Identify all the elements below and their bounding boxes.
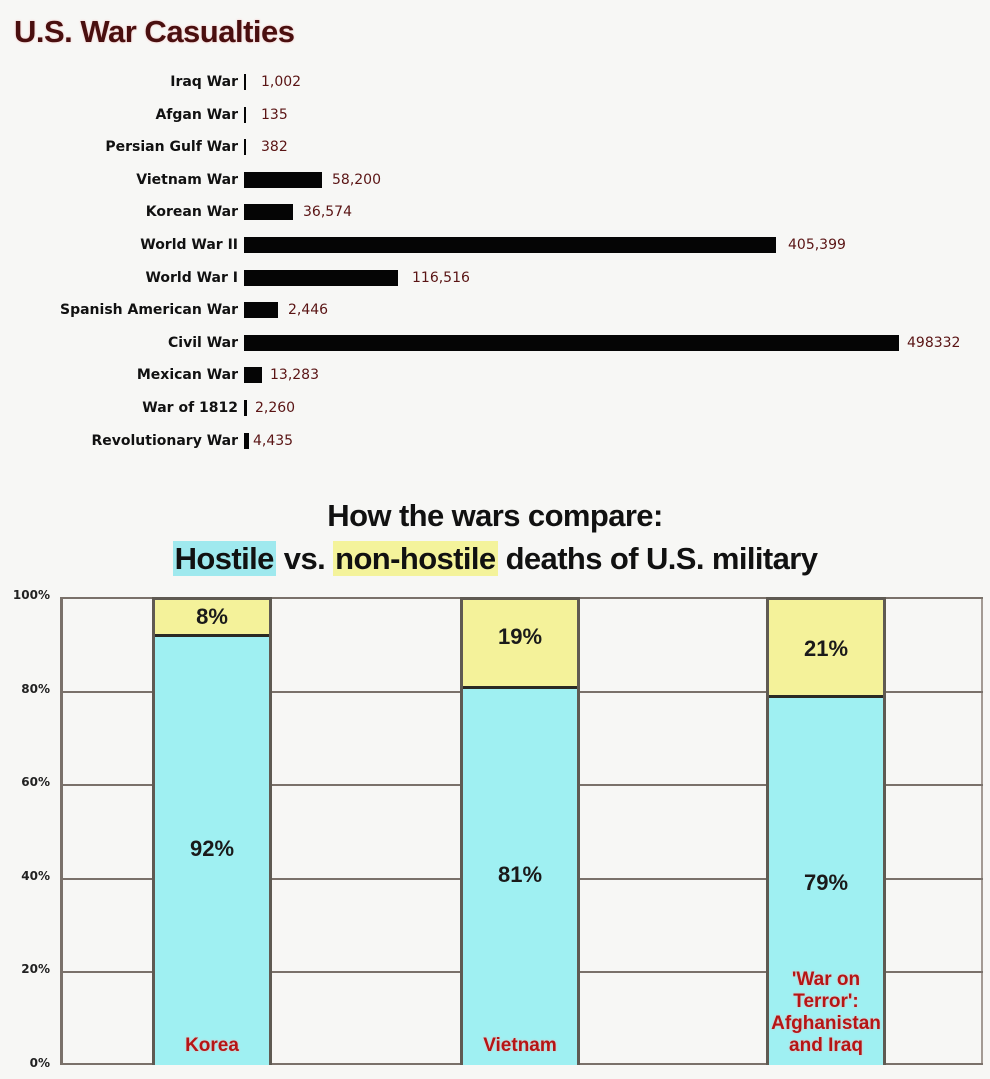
casualty-bar (244, 204, 293, 221)
nonhostile-percent: 21% (803, 636, 849, 661)
casualty-bar (244, 400, 247, 416)
casualty-row: Iraq War 1,002 (0, 71, 990, 93)
casualty-row: Vietnam War 58,200 (0, 169, 990, 191)
casualty-value: 116,516 (412, 269, 470, 286)
y-tick-label: 40% (21, 868, 50, 883)
casualty-bar (244, 302, 278, 319)
casualty-label: Iraq War (170, 74, 238, 90)
casualty-bar (244, 269, 398, 286)
casualty-bar (244, 367, 262, 384)
y-axis-line (60, 597, 63, 1065)
casualty-row: World War II 405,399 (0, 234, 990, 256)
casualty-value: 36,574 (303, 204, 352, 221)
casualty-value: 382 (261, 139, 288, 156)
casualty-row: War of 1812 2,260 (0, 397, 990, 419)
hostile-segment: 79% 'War on Terror': Afghanistan and Iraq (769, 695, 883, 1065)
casualty-value: 13,283 (270, 367, 319, 384)
casualty-bar (244, 334, 899, 351)
stacked-column: 19% 81% Vietnam (460, 597, 580, 1065)
y-tick-label: 20% (21, 962, 50, 977)
casualty-row: Spanish American War 2,446 (0, 299, 990, 321)
casualty-value: 1,002 (261, 74, 302, 90)
legend-nonhostile: non-hostile (333, 541, 498, 576)
hostile-segment: 81% Vietnam (463, 685, 577, 1065)
casualty-row: Civil War 498332 (0, 332, 990, 354)
casualty-bar (244, 171, 322, 188)
casualty-label: Vietnam War (136, 171, 238, 188)
nonhostile-segment: 21% (769, 600, 883, 699)
y-tick-label: 80% (21, 681, 50, 696)
hostile-percent: 79% (803, 870, 849, 895)
casualty-value: 2,260 (255, 400, 296, 416)
casualty-row: Afgan War 135 (0, 104, 990, 126)
casualty-label: Spanish American War (60, 302, 238, 319)
casualty-label: Revolutionary War (91, 432, 238, 449)
stacked-column: 21% 79% 'War on Terror': Afghanistan and Iraq (766, 597, 886, 1065)
stacked-chart-plot: 8% 92% Korea 19% 81% Vietnam 21% 79% 'War on Terr… (60, 597, 983, 1065)
compare-title: How the wars compare: (327, 498, 663, 533)
casualty-row: Mexican War 13,283 (0, 364, 990, 386)
casualty-row: Korean War 36,574 (0, 201, 990, 223)
casualty-label: Afgan War (155, 106, 238, 123)
nonhostile-segment: 8% (155, 600, 269, 638)
nonhostile-percent: 19% (497, 624, 543, 649)
casualty-label: World War I (145, 269, 238, 286)
nonhostile-segment: 19% (463, 600, 577, 689)
casualty-value: 498332 (907, 334, 961, 351)
casualty-bar (244, 237, 776, 253)
casualty-label: Mexican War (136, 367, 238, 384)
casualty-bar (244, 106, 246, 123)
hostile-segment: 92% Korea (155, 634, 269, 1065)
vs-text: vs. (275, 541, 334, 576)
casualty-row: Revolutionary War 4,435 (0, 430, 990, 452)
casualty-label: World War II (140, 237, 238, 253)
hostile-percent: 92% (189, 836, 235, 861)
casualty-row: Persian Gulf War 382 (0, 136, 990, 158)
category-label: Vietnam (483, 1035, 557, 1056)
casualty-label: War of 1812 (142, 400, 238, 416)
casualty-label: Korean War (145, 204, 238, 221)
casualty-value: 4,435 (253, 432, 294, 449)
y-tick-label: 100% (12, 588, 50, 602)
nonhostile-percent: 8% (196, 604, 228, 629)
stacked-column: 8% 92% Korea (152, 597, 272, 1065)
y-tick-label: 60% (21, 775, 50, 790)
casualty-value: 135 (261, 106, 288, 123)
right-border (981, 597, 983, 1065)
casualty-value: 58,200 (332, 171, 381, 188)
casualty-row: World War I 116,516 (0, 267, 990, 289)
y-tick-label: 0% (29, 1056, 50, 1070)
casualty-label: Civil War (168, 334, 238, 351)
casualties-title: U.S. War Casualties (14, 14, 295, 49)
compare-subtitle: Hostile vs. non-hostile deaths of U.S. m… (0, 540, 990, 578)
category-label: 'War on Terror': Afghanistan and Iraq (771, 969, 881, 1056)
casualty-label: Persian Gulf War (105, 139, 238, 156)
casualty-value: 405,399 (788, 237, 846, 253)
casualty-value: 2,446 (288, 302, 329, 319)
hostile-percent: 81% (497, 862, 543, 887)
legend-hostile: Hostile (172, 541, 276, 576)
casualty-bar (244, 139, 246, 156)
category-label: Korea (185, 1035, 239, 1056)
casualty-bar (244, 74, 246, 90)
subtitle-rest: deaths of U.S. military (497, 541, 818, 576)
casualty-bar (244, 432, 249, 449)
